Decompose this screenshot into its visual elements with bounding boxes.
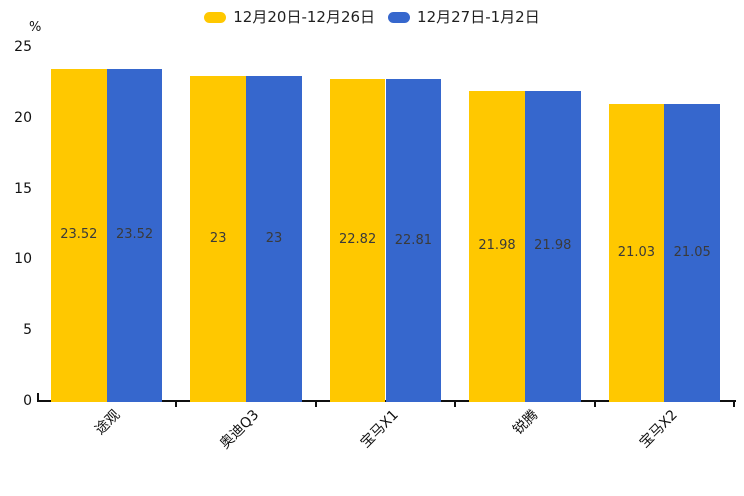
legend-label-week2: 12月27日-1月2日 bbox=[417, 8, 540, 26]
bar-12月27日-1月2日-锐腾[interactable] bbox=[524, 90, 581, 402]
x-axis-tick-1 bbox=[175, 402, 178, 407]
x-axis-tick-3 bbox=[454, 402, 457, 407]
x-axis-tick-5 bbox=[733, 402, 735, 407]
bar-12月20日-12月26日-途观[interactable] bbox=[50, 68, 107, 402]
y-tick-label-0: 0 bbox=[23, 393, 32, 409]
bar-12月27日-1月2日-宝马X1[interactable] bbox=[385, 79, 442, 402]
y-axis-unit-label: % bbox=[29, 20, 42, 35]
bar-12月20日-12月26日-宝马X1[interactable] bbox=[329, 78, 386, 402]
bar-12月20日-12月26日-奥迪Q3[interactable] bbox=[190, 76, 247, 402]
y-tick-label-15: 15 bbox=[14, 180, 32, 197]
x-axis-origin-tick bbox=[37, 393, 39, 400]
y-tick-label-25: 25 bbox=[14, 39, 32, 55]
bar-12月20日-12月26日-宝马X2[interactable] bbox=[608, 104, 665, 402]
legend-item-week2[interactable]: 12月27日-1月2日 bbox=[388, 7, 540, 27]
x-category-label-text: 锐腾 bbox=[510, 407, 542, 439]
legend-item-week1[interactable]: 12月20日-12月26日 bbox=[204, 7, 375, 27]
x-axis-tick-2 bbox=[314, 402, 317, 407]
legend-swatch-yellow-icon bbox=[204, 11, 227, 23]
bar-12月27日-1月2日-奥迪Q3[interactable] bbox=[246, 76, 302, 402]
bar-12月27日-1月2日-途观[interactable] bbox=[106, 68, 163, 402]
legend-label-week1: 12月20日-12月26日 bbox=[233, 8, 376, 26]
y-tick-label-20: 20 bbox=[14, 109, 32, 126]
bar-12月20日-12月26日-锐腾[interactable] bbox=[469, 90, 525, 402]
y-tick-label-10: 10 bbox=[14, 251, 32, 268]
y-tick-label-5: 5 bbox=[23, 322, 32, 339]
x-category-label-text: 宝马X1 bbox=[357, 407, 402, 452]
legend: 12月20日-12月26日 12月27日-1月2日 bbox=[0, 7, 744, 27]
legend-swatch-blue-icon bbox=[388, 11, 411, 23]
x-category-label-text: 宝马X2 bbox=[636, 407, 681, 452]
x-category-label-text: 途观 bbox=[91, 407, 124, 439]
bar-12月27日-1月2日-宝马X2[interactable] bbox=[664, 103, 721, 402]
x-axis-tick-4 bbox=[593, 402, 596, 407]
x-category-label-text: 奥迪Q3 bbox=[217, 407, 263, 453]
